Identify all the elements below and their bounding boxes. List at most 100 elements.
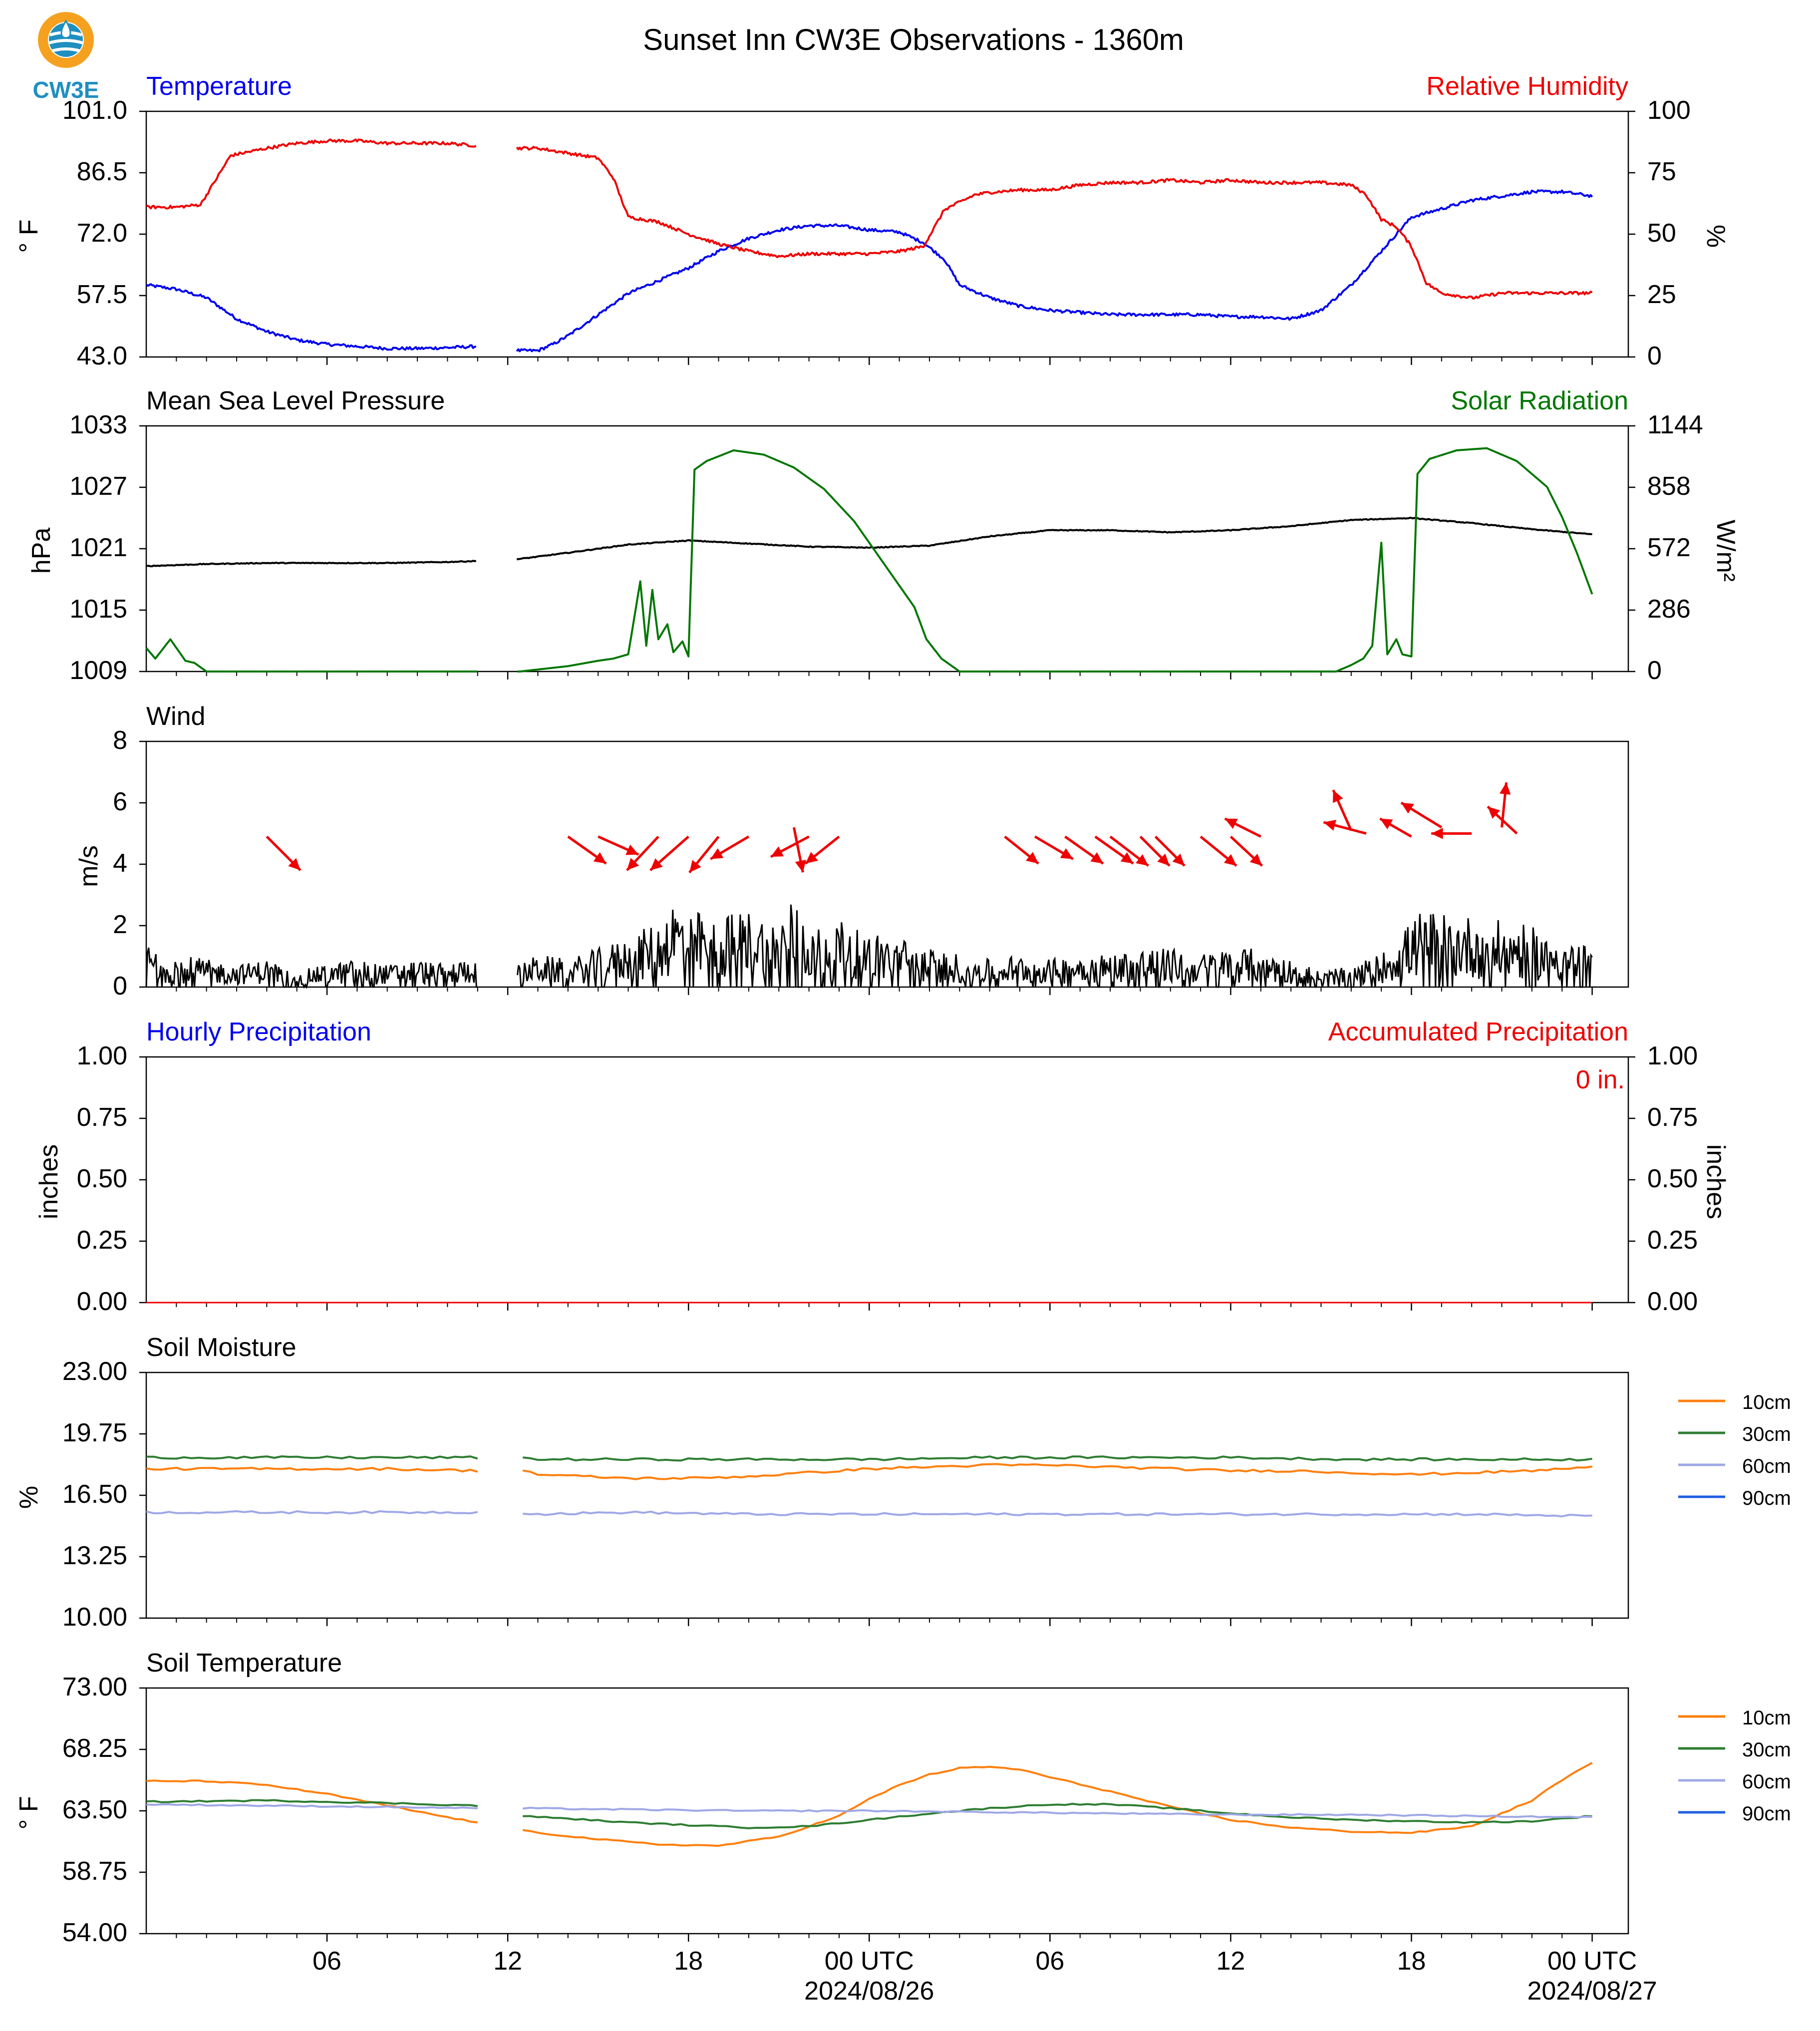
sm-tick-4: 23.00	[62, 1357, 127, 1386]
accum-precip-total: 0 in.	[1576, 1065, 1625, 1094]
panel-temperature-humidity: Temperature Relative Humidity ° F % 101.…	[14, 72, 1730, 370]
precip-right-ylabel: inches	[1701, 1144, 1730, 1219]
x-tick-label: 18	[674, 1947, 703, 1976]
wind-arrow-head	[1120, 852, 1134, 864]
solar-yticks: 1144 858 572 286 0	[1647, 410, 1703, 685]
temp-tick-1: 57.5	[77, 280, 127, 309]
precipitation-plot	[139, 1056, 1635, 1311]
wind-arrow-head	[1090, 852, 1104, 864]
wind-speed-line	[145, 904, 1593, 990]
wind-arrow-head	[1157, 853, 1170, 866]
pressure-solar-frame	[145, 425, 1629, 673]
soil-temp-legend: 10cm 30cm 60cm 90cm	[1678, 1707, 1791, 1825]
soil-moisture-60cm-line	[146, 1510, 1592, 1518]
sm-legend-90cm: 90cm	[1742, 1487, 1791, 1509]
wind-direction-arrow	[792, 827, 806, 873]
st-legend-30cm: 30cm	[1742, 1739, 1791, 1761]
solar-title: Solar Radiation	[1451, 386, 1628, 415]
wind-arrow-head	[771, 846, 784, 857]
temp-tick-4: 101.0	[62, 96, 127, 125]
wind-direction-arrow	[1034, 835, 1074, 860]
st-legend-90cm: 90cm	[1742, 1803, 1791, 1825]
soil-moisture-legend: 10cm 30cm 60cm 90cm	[1678, 1391, 1791, 1509]
rh-tick-1: 25	[1647, 280, 1676, 309]
rh-tick-3: 75	[1647, 157, 1676, 186]
temperature-ylabel: ° F	[14, 219, 43, 253]
st-legend-10cm: 10cm	[1742, 1707, 1791, 1729]
panel-pressure-solar: Mean Sea Level Pressure Solar Radiation …	[27, 386, 1740, 685]
wind-direction-arrow	[1332, 789, 1353, 831]
precip-tick-0: 0.00	[77, 1287, 127, 1316]
press-tick-3: 1027	[69, 472, 127, 501]
wind-arrow-head	[593, 852, 607, 864]
x-tick-label: 06	[312, 1947, 341, 1976]
wind-arrow-head	[689, 860, 701, 873]
wind-arrow-head	[1431, 828, 1443, 839]
wind-arrow-head	[288, 858, 301, 871]
pressure-line	[146, 517, 1592, 568]
temp-tick-0: 43.0	[77, 341, 127, 370]
humidity-title: Relative Humidity	[1426, 72, 1628, 101]
press-tick-0: 1009	[69, 656, 127, 685]
wind-yticks: 8 6 4 2 0	[113, 726, 127, 1001]
wind-arrow-head	[1499, 782, 1511, 795]
wind-tick-2: 4	[113, 849, 127, 878]
wind-direction-arrow	[1400, 801, 1443, 829]
wind-direction-arrow	[598, 835, 639, 856]
sm-tick-1: 13.25	[62, 1541, 127, 1570]
rh-tick-0: 0	[1647, 341, 1662, 370]
wind-arrow-head	[1380, 818, 1393, 830]
wind-direction-arrow	[1094, 835, 1134, 865]
soil-temp-title: Soil Temperature	[146, 1649, 342, 1678]
wind-arrow-head	[710, 848, 724, 859]
wind-tick-1: 2	[113, 910, 127, 939]
wind-direction-arrow	[266, 835, 302, 871]
wind-direction-arrow	[649, 835, 689, 872]
wind-plot	[139, 740, 1629, 995]
wind-direction-arrow	[626, 835, 659, 871]
cw3e-logo: CW3E	[33, 12, 99, 103]
wind-direction-arrow	[1431, 828, 1472, 839]
wind-arrow-head	[1224, 818, 1238, 829]
temperature-title: Temperature	[146, 72, 292, 101]
wind-arrow-head	[1136, 854, 1149, 866]
soil-moisture-30cm-line	[146, 1455, 1592, 1462]
sm-legend-10cm: 10cm	[1742, 1391, 1791, 1413]
precip-tick-1: 0.25	[77, 1226, 127, 1255]
solar-tick-3: 858	[1647, 472, 1691, 501]
panel-wind: Wind m/s 8 6 4 2 0	[74, 702, 1629, 1001]
wind-arrow-head	[1488, 806, 1501, 819]
precip-tick-2: 0.50	[77, 1164, 127, 1193]
temperature-yticks: 101.0 86.5 72.0 57.5 43.0	[62, 96, 127, 370]
wind-arrow-head	[1332, 790, 1343, 803]
hourly-precip-title: Hourly Precipitation	[146, 1017, 371, 1046]
st-legend-60cm: 60cm	[1742, 1771, 1791, 1793]
press-tick-4: 1033	[69, 410, 127, 439]
wind-direction-arrow	[1109, 835, 1150, 867]
wind-arrow-head	[650, 858, 663, 871]
accum-precip-title: Accumulated Precipitation	[1328, 1017, 1628, 1046]
sm-legend-30cm: 30cm	[1742, 1423, 1791, 1445]
precip-left-ylabel: inches	[34, 1144, 63, 1219]
soil-temp-ylabel: ° F	[14, 1796, 43, 1829]
x-tick-label: 12	[1216, 1947, 1245, 1976]
wind-direction-arrow	[1139, 835, 1171, 867]
figure-title: Sunset Inn CW3E Observations - 1360m	[643, 23, 1184, 56]
wind-direction-arrow	[688, 836, 720, 874]
temperature-line	[145, 189, 1593, 352]
accum-tick-3: 0.75	[1647, 1103, 1698, 1132]
soil-temp-60cm-line	[146, 1803, 1592, 1819]
soil-temp-30cm-line	[146, 1799, 1592, 1829]
humidity-line	[146, 138, 1593, 300]
soil-moisture-title: Soil Moisture	[146, 1333, 297, 1362]
precip-frame	[145, 1056, 1629, 1304]
soil-moisture-ylabel: %	[14, 1486, 43, 1509]
temp-rh-frame	[145, 110, 1629, 358]
accum-tick-4: 1.00	[1647, 1041, 1698, 1070]
wind-arrow-head	[1026, 852, 1039, 864]
rh-tick-4: 100	[1647, 96, 1691, 125]
wind-direction-arrow	[1064, 835, 1104, 865]
solar-ylabel: W/m²	[1711, 520, 1740, 582]
sm-tick-3: 19.75	[62, 1418, 127, 1447]
